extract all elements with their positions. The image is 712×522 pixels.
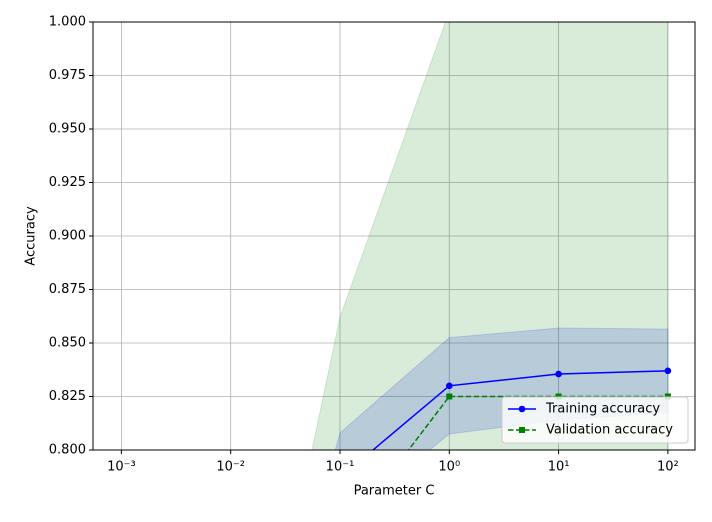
legend-label: Training accuracy	[545, 402, 660, 417]
legend-marker	[519, 427, 525, 433]
y-tick-label: 0.800	[49, 443, 86, 458]
x-tick-label: 10²	[657, 460, 679, 475]
x-tick-label: 10⁻³	[107, 460, 136, 475]
marker	[664, 367, 672, 375]
y-tick-label: 0.975	[49, 68, 86, 83]
y-tick-label: 0.850	[49, 336, 86, 351]
y-tick-label: 0.875	[49, 282, 86, 297]
x-axis-label: Parameter C	[354, 484, 435, 499]
series-line	[371, 370, 668, 450]
marker	[446, 393, 453, 400]
marker	[445, 382, 453, 390]
std-band	[311, 22, 669, 450]
x-tick-label: 10¹	[548, 460, 570, 475]
y-tick-label: 0.825	[49, 389, 86, 404]
y-axis-label: Accuracy	[24, 206, 39, 266]
marker	[555, 370, 562, 378]
y-tick-label: 0.950	[49, 122, 86, 137]
x-tick-label: 10⁻²	[216, 460, 245, 475]
y-tick-label: 0.925	[49, 175, 86, 190]
y-tick-label: 0.900	[49, 229, 86, 244]
legend-label: Validation accuracy	[546, 423, 673, 438]
x-tick-label: 10⁰	[438, 460, 460, 475]
legend-marker	[518, 405, 526, 413]
y-tick-label: 1.000	[49, 15, 86, 30]
x-tick-label: 10⁻¹	[326, 460, 355, 475]
legend-box	[501, 396, 689, 444]
